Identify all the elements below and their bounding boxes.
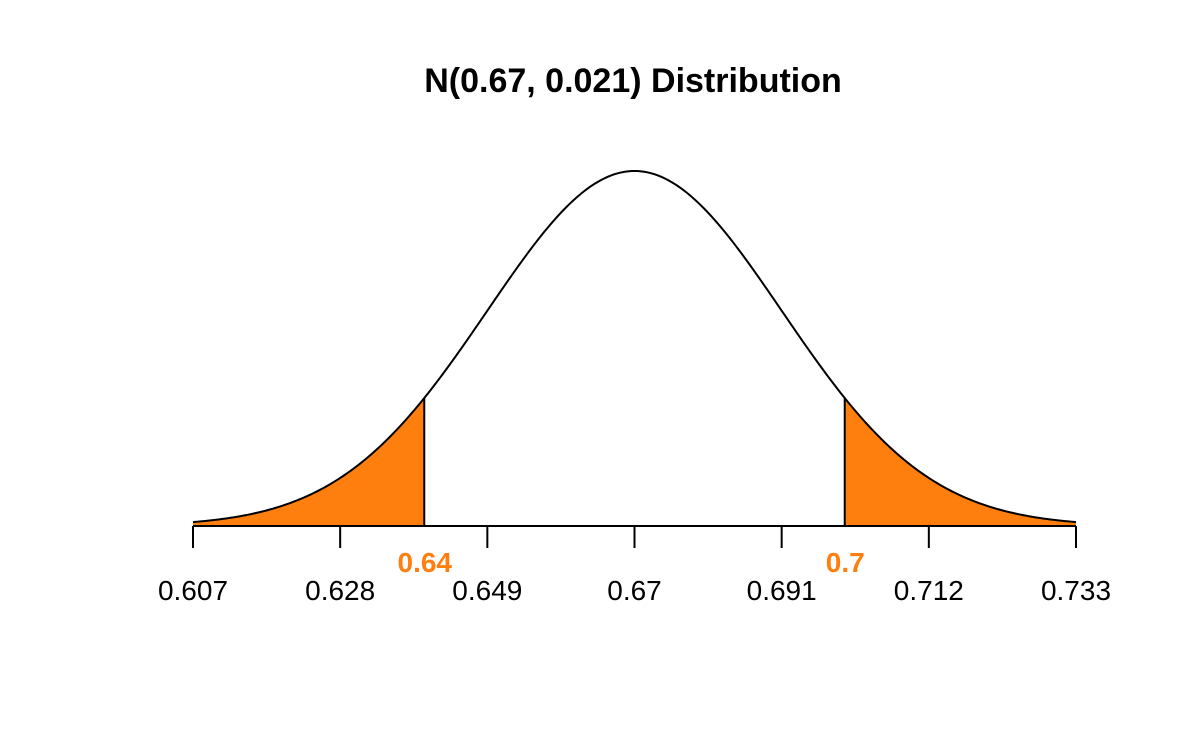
- x-tick-label: 0.691: [747, 575, 817, 606]
- cutoff-lines: [423, 398, 846, 526]
- density-curve: [192, 169, 1077, 524]
- cutoff-labels: 0.64 0.7: [398, 547, 865, 578]
- x-tick-label: 0.628: [305, 575, 375, 606]
- shaded-region-left: [193, 398, 425, 526]
- shaded-region-right: [844, 398, 1076, 526]
- x-tick-label: 0.712: [894, 575, 964, 606]
- x-tick-label: 0.733: [1041, 575, 1111, 606]
- cutoff-label-1: 0.64: [398, 547, 453, 578]
- shaded-tail-regions: [193, 398, 1076, 526]
- cutoff-label-2: 0.7: [826, 547, 865, 578]
- x-tick-label: 0.607: [158, 575, 228, 606]
- chart-title: N(0.67, 0.021) Distribution: [424, 62, 842, 100]
- x-tick-label: 0.649: [452, 575, 522, 606]
- x-axis-ticks: 0.607 0.628 0.649 0.67 0.691 0.712 0.733: [158, 526, 1111, 606]
- x-tick-label: 0.67: [607, 575, 662, 606]
